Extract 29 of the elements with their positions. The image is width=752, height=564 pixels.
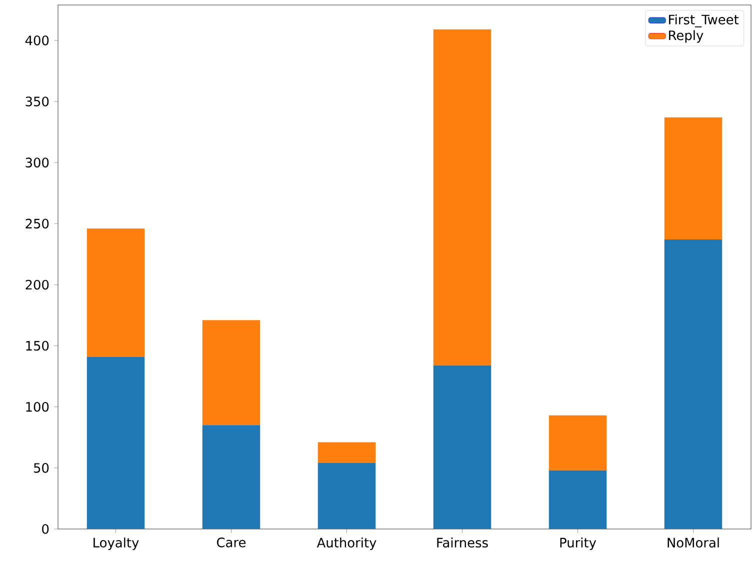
- x-tick-label: NoMoral: [668, 538, 719, 548]
- bar: [664, 240, 722, 529]
- y-tick-label: 300: [26, 158, 49, 168]
- bar: [318, 463, 376, 529]
- bar: [318, 442, 376, 464]
- y-tick-label: 250: [26, 218, 49, 229]
- x-tick-label: Loyalty: [94, 538, 139, 550]
- y-tick-label: 150: [26, 340, 49, 351]
- bar: [433, 365, 492, 529]
- y-tick-label: 350: [26, 96, 49, 106]
- bar: [86, 228, 145, 357]
- bar: [86, 356, 145, 529]
- x-tick-label: Authority: [316, 538, 376, 550]
- y-tick-label: 100: [26, 402, 49, 412]
- bar: [202, 425, 260, 529]
- y-tick-label: 200: [26, 280, 49, 290]
- y-tick-label: 400: [25, 36, 49, 46]
- bar: [433, 29, 492, 366]
- bar: [548, 470, 607, 529]
- bar: [548, 415, 607, 470]
- bar: [664, 117, 722, 240]
- legend-label: First_Tweet: [669, 14, 739, 28]
- bar: [202, 320, 260, 426]
- x-tick-label: Care: [216, 538, 246, 548]
- x-tick-label: Fairness: [437, 538, 488, 548]
- y-tick-label: 0: [42, 524, 49, 534]
- legend-label: Reply: [669, 30, 704, 43]
- y-tick-label: 50: [34, 463, 49, 473]
- x-tick-label: Purity: [560, 538, 596, 550]
